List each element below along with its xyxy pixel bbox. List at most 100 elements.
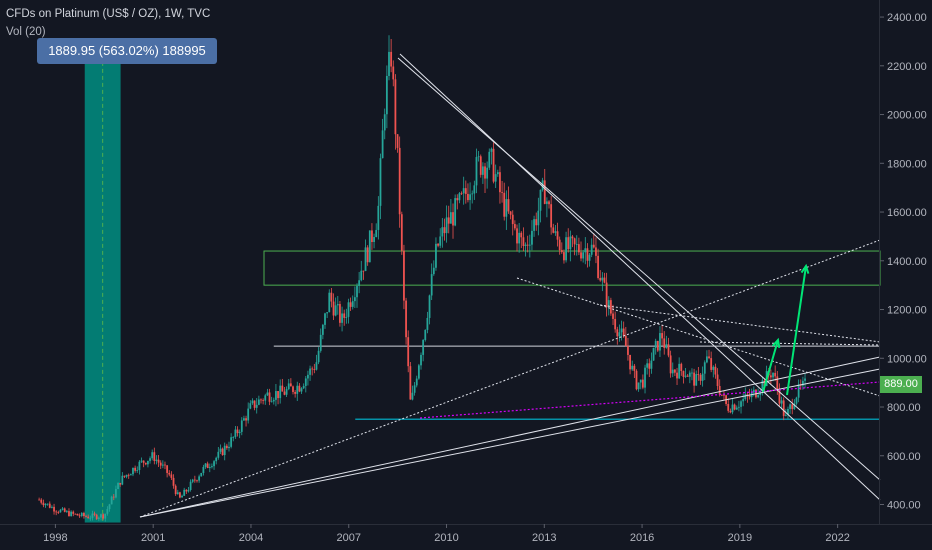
candle-body [509, 211, 512, 215]
candle-body [392, 66, 395, 80]
candle-body [159, 462, 162, 466]
candle-body [494, 174, 497, 182]
price-tick-label: 800.00 [887, 402, 921, 414]
candle-body [631, 365, 634, 370]
candle-body [144, 462, 147, 465]
candle-body [558, 239, 561, 251]
candle-body [445, 217, 448, 234]
candle-body [507, 199, 510, 212]
candle-body [200, 472, 203, 477]
chart-title: CFDs on Platinum (US$ / OZ), 1W, TVC [6, 8, 211, 20]
candle-body [272, 399, 275, 402]
candle-body [503, 192, 506, 217]
candle-body [584, 248, 587, 253]
candle-body [302, 385, 305, 389]
candle-body [80, 513, 83, 516]
candle-body [492, 148, 495, 182]
candle-body [752, 389, 755, 393]
candle-body [447, 217, 450, 224]
candle-body [460, 193, 463, 195]
candle-body [309, 368, 311, 375]
candle-body [528, 244, 531, 246]
candle-body [362, 270, 365, 272]
volume-indicator-label[interactable]: Vol (20) [6, 26, 46, 38]
candle-body [535, 219, 538, 226]
candle-body [770, 375, 772, 378]
candle-body [170, 474, 173, 478]
candle-body [567, 237, 570, 250]
candle-body [110, 496, 113, 505]
candle-body [123, 475, 126, 477]
candle-body [516, 228, 518, 244]
candle-body [142, 460, 145, 463]
candle-body [287, 383, 290, 390]
candle-body [403, 250, 405, 301]
time-axis[interactable]: 1998 2001 2004 2007 2010 2013 2016 2019 2022 [43, 524, 850, 544]
candle-body [599, 277, 602, 281]
candle-body [477, 156, 480, 158]
candle-body [243, 418, 245, 421]
candle-body [61, 508, 64, 510]
candle-body [228, 446, 230, 449]
candle-body [435, 243, 437, 268]
candle-body [253, 400, 256, 408]
candle-body [208, 467, 211, 469]
candle-body [140, 460, 143, 462]
candle-body [193, 479, 196, 481]
candle-body [266, 392, 269, 396]
candle-body [364, 247, 367, 272]
candle-body [240, 420, 243, 432]
projection-arrow-short-head [771, 337, 781, 349]
candle-body [78, 515, 81, 517]
candle-body [552, 227, 555, 233]
candle-body [411, 392, 414, 400]
candle-body [76, 513, 79, 516]
price-tick-label: 2200.00 [887, 61, 927, 73]
candle-body [151, 452, 154, 459]
candle-body [373, 237, 375, 243]
candle-body [336, 304, 339, 306]
candle-body [40, 499, 43, 503]
candle-body [748, 395, 751, 398]
candle-body [187, 489, 190, 492]
candle-body [324, 313, 326, 325]
candle-body [166, 465, 169, 473]
time-tick-label: 2019 [728, 532, 752, 544]
candle-body [371, 230, 373, 243]
candle-body [518, 232, 521, 244]
candle-body [155, 459, 158, 461]
dotted-channel-line [599, 304, 881, 343]
candle-body [505, 199, 508, 217]
candle-body [304, 378, 307, 386]
candle-body [307, 374, 309, 379]
candle-body [221, 448, 224, 456]
candle-body [398, 147, 401, 215]
candle-body [415, 378, 418, 386]
candle-body [676, 372, 678, 379]
candle-body [87, 516, 90, 519]
price-axis[interactable]: 400.00 600.00 800.00 1000.00 1200.00 1400.00 1… [880, 12, 927, 512]
candle-body [298, 385, 301, 392]
candle-body [595, 247, 597, 256]
candle-body [780, 400, 783, 404]
candle-body [712, 366, 715, 370]
candle-body [646, 363, 649, 368]
candle-body [573, 238, 576, 245]
candle-body [656, 340, 659, 351]
candle-body [569, 236, 572, 250]
candle-body [486, 167, 489, 179]
candle-body [53, 506, 55, 512]
candle-body [234, 429, 237, 437]
candle-body [475, 157, 478, 186]
candle-body [341, 313, 343, 323]
candle-body [545, 201, 548, 204]
candle-body [149, 458, 151, 461]
candle-body [106, 509, 109, 514]
candle-body [134, 467, 137, 471]
candle-body [432, 267, 435, 275]
candle-body [379, 158, 382, 206]
candle-body [83, 513, 85, 517]
candle-body [136, 469, 139, 471]
candle-body [132, 467, 134, 475]
